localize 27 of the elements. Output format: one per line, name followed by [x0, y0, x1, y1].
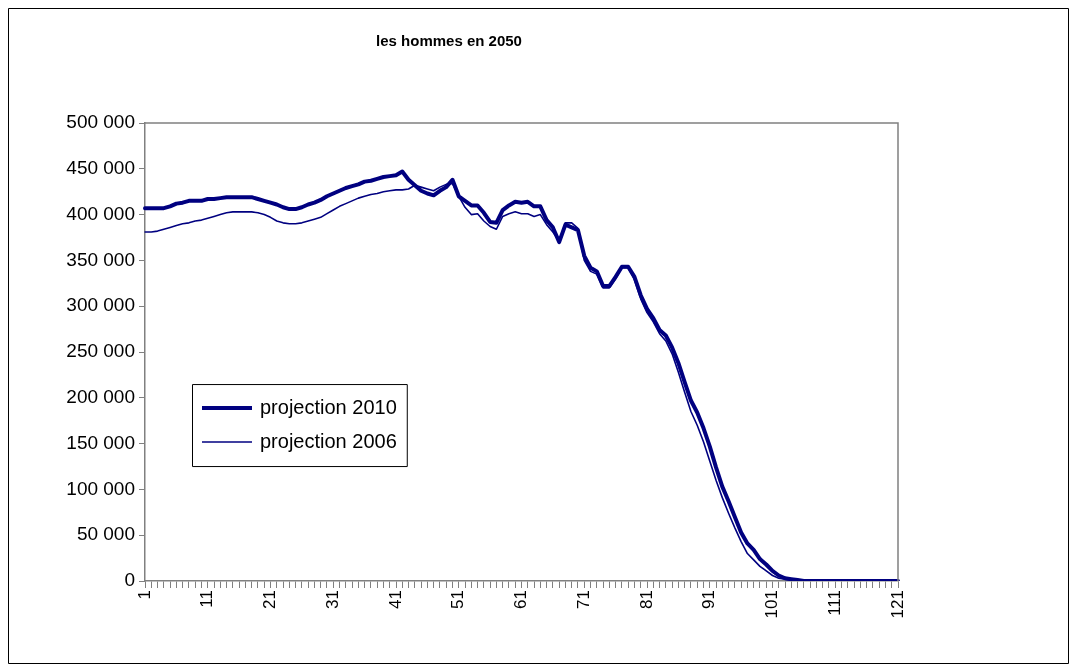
x-tick-label: 1 — [134, 590, 154, 600]
y-tick-label: 50 000 — [76, 523, 135, 545]
x-tick-label: 101 — [762, 590, 782, 619]
legend-label: projection 2010 — [260, 395, 397, 418]
x-tick-label: 31 — [322, 590, 342, 609]
x-tick-label: 41 — [385, 590, 405, 609]
x-tick-label: 111 — [824, 590, 844, 616]
y-tick-label: 350 000 — [66, 248, 135, 270]
x-tick-label: 71 — [573, 590, 593, 609]
y-tick-label: 100 000 — [66, 477, 135, 499]
legend-label: projection 2006 — [260, 429, 397, 452]
y-tick-label: 400 000 — [66, 202, 135, 224]
y-tick-label: 250 000 — [66, 340, 135, 362]
x-tick-label: 121 — [887, 590, 907, 619]
y-tick-label: 200 000 — [66, 386, 135, 408]
x-tick-label: 51 — [448, 590, 468, 609]
y-tick-label: 450 000 — [66, 157, 135, 179]
x-tick-label: 61 — [511, 590, 531, 609]
y-tick-label: 0 — [124, 569, 135, 591]
x-tick-label: 11 — [197, 590, 217, 608]
x-tick-label: 91 — [699, 590, 719, 609]
y-tick-label: 150 000 — [66, 431, 135, 453]
x-tick-label: 21 — [260, 590, 280, 609]
chart-title: les hommes en 2050 — [376, 32, 522, 50]
y-tick-label: 300 000 — [66, 294, 135, 316]
x-tick-label: 81 — [636, 590, 656, 609]
y-tick-label: 500 000 — [66, 111, 135, 133]
